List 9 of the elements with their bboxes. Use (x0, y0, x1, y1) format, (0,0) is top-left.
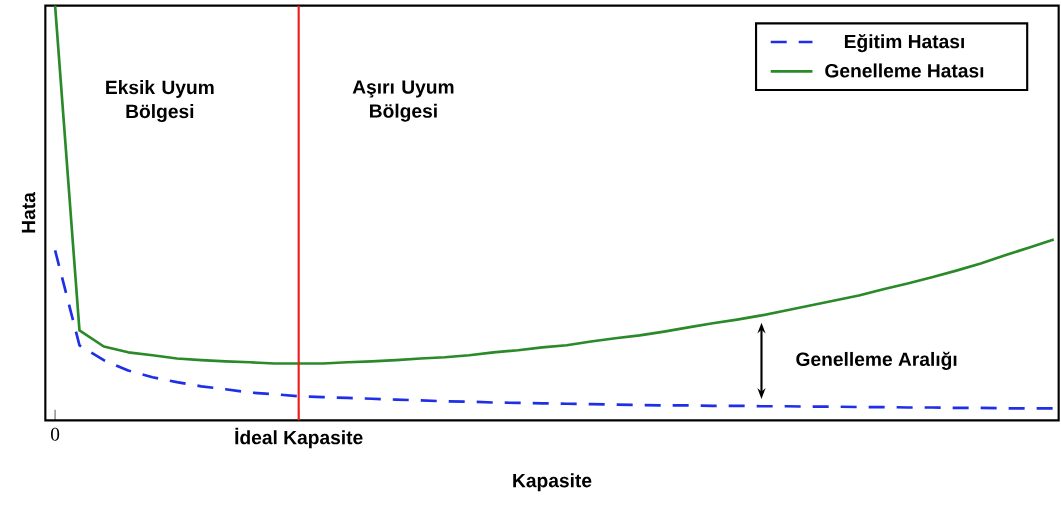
x-tick-label: 0 (51, 427, 60, 441)
x-tick-label: İdeal Kapasite (235, 427, 363, 449)
annotation: Aşırı Uyum Bölgesi (352, 80, 454, 122)
legend-label: Eğitim Hatası (844, 33, 964, 53)
legend-label: Genelleme Hatası (825, 63, 984, 78)
x-axis-title: Kapasite (513, 473, 592, 492)
y-axis-title: Hata (21, 192, 36, 233)
annotation: Genelleme Aralığı (796, 351, 957, 370)
annotation: Eksik Uyum Bölgesi (106, 80, 214, 123)
